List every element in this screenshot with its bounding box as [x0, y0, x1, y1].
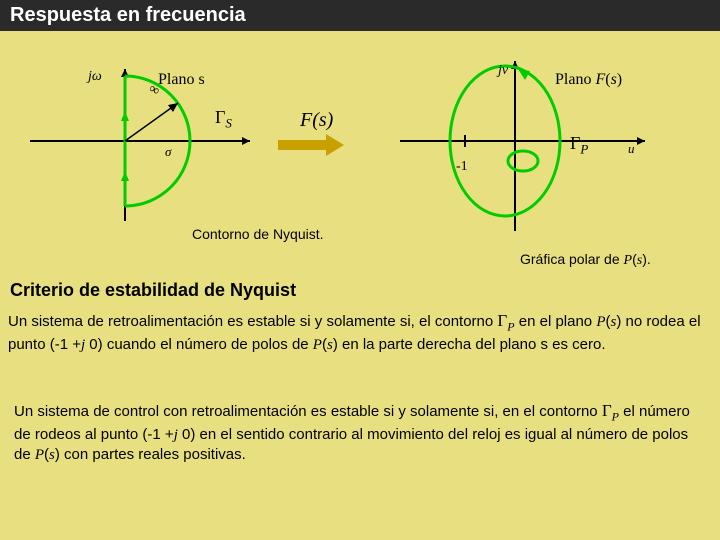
plano-fs-fs: F: [595, 71, 605, 88]
p1-ps1: P: [596, 314, 605, 330]
paragraph-1: Un sistema de retroalimentación es estab…: [8, 310, 708, 355]
gamma-s-sym: Γ: [215, 107, 225, 127]
plano-fs-s: s: [611, 71, 617, 88]
diagram-area: ∞ σ u jω Plano s ΓS F(s) jv Plano F(s) Γ…: [0, 31, 720, 261]
subtitle: Criterio de estabilidad de Nyquist: [10, 280, 296, 301]
p1-ps2: P: [313, 337, 322, 353]
p2-t4: con partes reales positivas.: [60, 446, 246, 463]
gamma-s-sub: S: [225, 116, 232, 131]
gamma-p: ΓP: [570, 133, 588, 158]
jw-left: jω: [88, 69, 102, 85]
title-bar: Respuesta en frecuencia: [0, 0, 720, 31]
gamma-s: ΓS: [215, 107, 232, 132]
neg1-label: -1: [456, 159, 468, 175]
p2-gamma: ΓP: [602, 401, 619, 420]
p1-t2: en el plano: [515, 313, 597, 330]
fs-mapping-label: F(s): [300, 109, 333, 132]
svg-text:σ: σ: [165, 144, 172, 159]
caption-polar-prefix: Gráfica polar de: [520, 251, 624, 267]
plano-s-label: Plano s: [158, 71, 205, 89]
svg-text:u: u: [628, 141, 635, 156]
gamma-p-sub: P: [580, 142, 588, 157]
gamma-p-sym: Γ: [570, 133, 580, 153]
caption-polar-s: s: [637, 253, 642, 268]
p2-ps: P: [35, 447, 44, 463]
plano-s-svg: ∞ σ u: [0, 31, 720, 261]
caption-polar-P: P: [624, 253, 633, 268]
caption-polar: Gráfica polar de P(s).: [520, 251, 651, 269]
caption-nyquist-contour: Contorno de Nyquist.: [192, 226, 324, 242]
p1-t1: Un sistema de retroalimentación es estab…: [8, 313, 497, 330]
page-title: Respuesta en frecuencia: [10, 4, 246, 26]
p1-t4: 0) cuando el número de polos de: [85, 336, 313, 353]
plano-fs-label: Plano F(s): [555, 71, 622, 89]
p1-gamma: ΓP: [497, 311, 514, 330]
p1-t5: en la parte derecha del plano s es cero.: [338, 336, 606, 353]
p2-t1: Un sistema de control con retroalimentac…: [14, 403, 602, 420]
jv-right: jv: [498, 63, 508, 79]
paragraph-2: Un sistema de control con retroalimentac…: [14, 400, 704, 465]
plano-fs-prefix: Plano: [555, 71, 595, 88]
caption-polar-suffix: .: [647, 251, 651, 267]
